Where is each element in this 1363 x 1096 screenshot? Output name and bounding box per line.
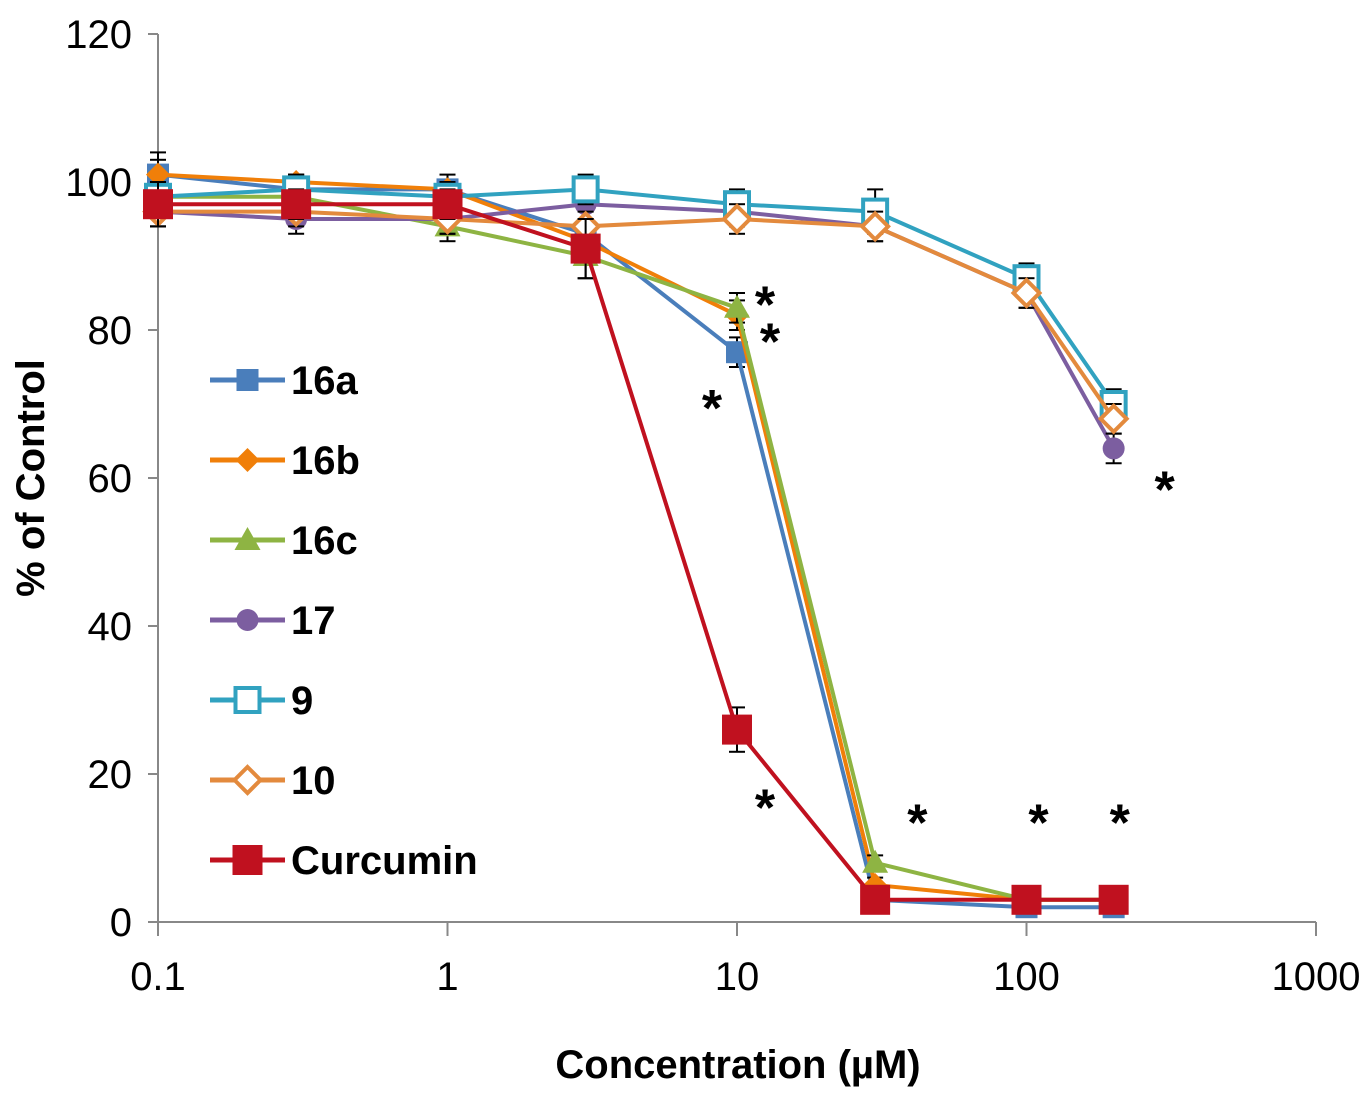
x-tick-label: 1000 [1272,955,1361,999]
legend: 16a 16b 16c 17 9 10 Curcumin [210,359,478,883]
significance-star: * [907,794,928,852]
series-line [157,187,1116,406]
series-line [157,172,1114,902]
legend-item-16a: 16a [210,359,358,403]
legend-marker [231,764,264,796]
legend-marker [236,609,259,631]
legend-marker [233,686,262,714]
significance-star: * [755,276,776,334]
x-axis-title: Concentration (µM) [555,1043,920,1087]
data-point [1098,884,1129,915]
legend-item-curcumin: Curcumin [210,839,478,883]
series-line [158,202,1114,902]
data-point [143,189,173,220]
data-point [432,189,463,220]
significance-star: * [702,380,723,438]
data-point [859,210,891,243]
series-line [158,194,1114,902]
legend-label: 16a [291,359,358,403]
data-point [1011,884,1042,915]
y-tick-label: 120 [65,13,132,57]
axes: 0 20 40 60 80 100 120 0.1 1 10 100 1000 [65,13,1360,999]
legend-item-9: 9 [210,679,313,723]
legend-label: 16c [291,519,358,563]
x-tick-label: 10 [715,955,760,999]
legend-marker [232,845,263,875]
legend-label: 16b [291,439,360,483]
y-tick-label: 60 [88,457,133,501]
data-point [721,203,753,235]
data-point [146,162,170,187]
legend-marker [236,369,259,391]
x-tick-label: 1 [436,955,458,999]
legend-item-17: 17 [210,599,336,643]
legend-label: 10 [291,759,336,803]
series-layer [142,151,1130,919]
data-point [1010,277,1043,309]
significance-star: * [1028,794,1049,852]
data-point [570,233,601,264]
y-tick-label: 40 [88,605,133,649]
legend-label: Curcumin [291,839,478,883]
legend-label: 9 [291,679,313,723]
legend-marker [234,527,261,550]
series-curcumin [143,181,1129,915]
legend-item-16c: 16c [210,519,358,563]
series-line [158,209,1116,420]
data-point [722,714,752,745]
data-point [862,849,889,873]
data-point [724,294,750,318]
y-tick-label: 0 [110,901,132,945]
series-17 [147,188,1125,465]
legend-marker [235,448,260,472]
annotations: **** * * ** [702,276,1176,852]
y-tick-label: 20 [88,753,133,797]
y-tick-label: 80 [88,309,133,353]
data-point [860,884,891,915]
legend-label: 17 [291,599,336,643]
legend-item-10: 10 [210,759,336,803]
y-tick-label: 100 [65,161,132,205]
data-point [281,189,312,220]
y-axis-title: % of Control [9,359,53,597]
significance-star: * [760,313,781,371]
legend-item-16b: 16b [210,439,360,483]
x-tick-label: 100 [993,955,1060,999]
data-point [1097,402,1130,435]
data-point [571,175,600,204]
data-point [726,341,748,364]
significance-star: * [1110,794,1131,852]
significance-star: * [755,780,776,838]
x-tick-label: 0.1 [130,955,186,999]
data-point [1102,437,1125,460]
significance-star: * [1155,461,1176,519]
